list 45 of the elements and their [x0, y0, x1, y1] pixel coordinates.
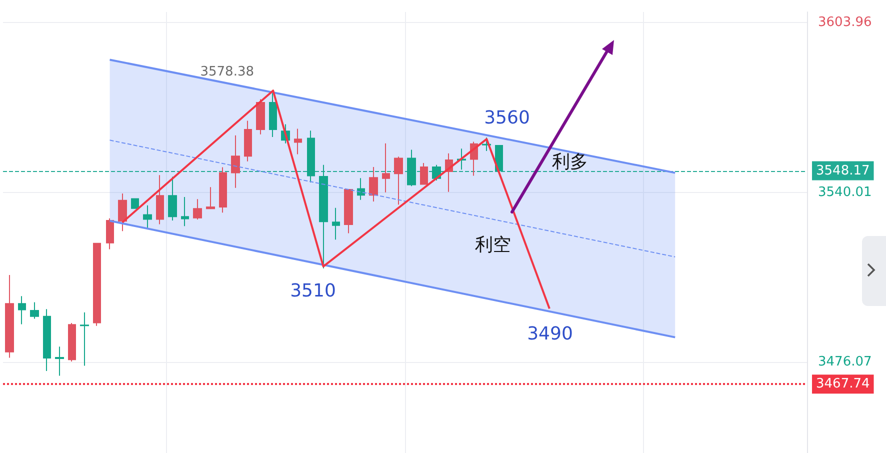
candlestick: [407, 149, 416, 187]
candlestick: [5, 274, 14, 358]
candlestick: [307, 130, 315, 183]
candlestick: [344, 189, 353, 234]
candlestick: [332, 207, 340, 240]
candlestick: [43, 308, 51, 372]
ref-line-label: 3467.74: [816, 376, 870, 392]
candlestick: [55, 346, 64, 376]
candlestick: [420, 162, 428, 186]
candlestick: [244, 120, 252, 162]
candlestick: [106, 218, 114, 250]
ref-line-label: 3548.17: [816, 163, 870, 178]
y-tick-label: 3476.07: [818, 354, 872, 370]
candlestick: [482, 137, 491, 152]
candlestick: [18, 296, 26, 325]
annotation: 利空: [475, 234, 511, 256]
candlestick: [319, 164, 328, 269]
candlestick: [30, 302, 39, 320]
annotation: 3490: [527, 324, 573, 344]
candlestick: [168, 176, 177, 222]
candlestick: [382, 142, 390, 193]
line-series: [121, 90, 550, 310]
candlestick: [68, 322, 76, 362]
annotation: 3560: [484, 108, 530, 128]
candlestick: [93, 242, 101, 326]
candlestick: [357, 178, 365, 200]
candlestick: [219, 166, 227, 214]
candlestick: [294, 128, 302, 155]
candlestick: [394, 156, 403, 206]
candlestick: [256, 98, 265, 135]
candlestick: [193, 198, 202, 220]
y-tick-label: 3540.01: [818, 184, 872, 200]
candlestick: [369, 166, 378, 202]
y-tick-label: 3603.96: [818, 15, 872, 30]
annotation: 利多: [552, 152, 588, 172]
candlestick: [156, 174, 164, 225]
candlestick: [181, 196, 189, 227]
candlestick: [143, 204, 152, 230]
annotation: 3578.38: [200, 64, 254, 80]
candlestick: [118, 192, 127, 232]
annotation: 3510: [290, 280, 336, 302]
candlestick: [231, 134, 240, 188]
candlestick: [80, 312, 89, 366]
candlestick: [206, 186, 215, 210]
candlestick: [131, 198, 139, 209]
